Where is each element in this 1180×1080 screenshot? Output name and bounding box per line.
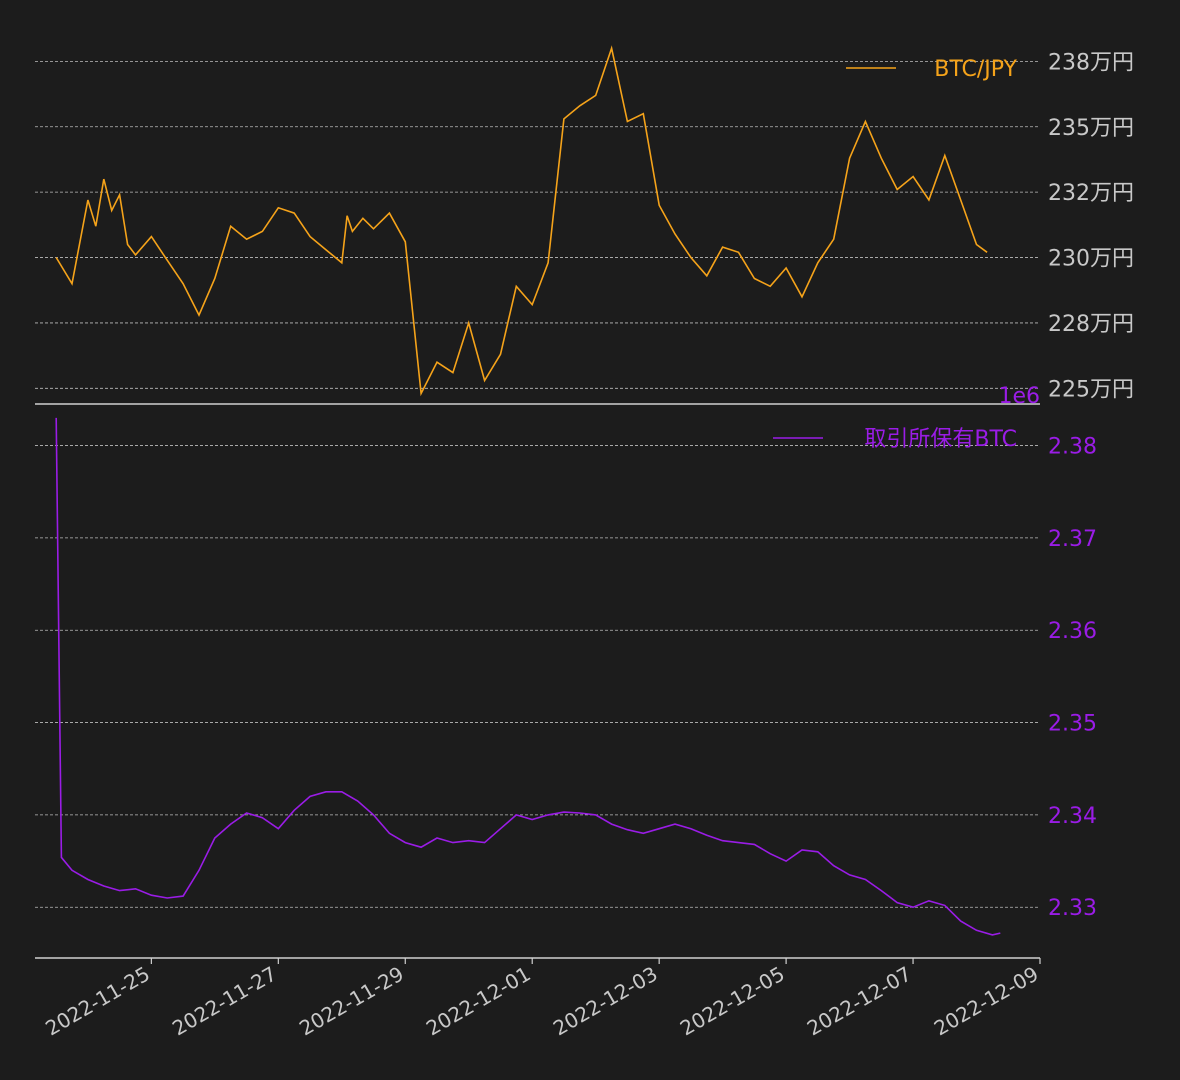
price-y-tick-label: 232万円 xyxy=(1048,181,1134,206)
x-tick-label: 2022-11-27 xyxy=(168,962,281,1041)
holdings-y-tick-label: 2.35 xyxy=(1048,712,1097,737)
holdings-panel: 2.33 2.34 2.35 2.36 2.37 2.38 1e6 取引所保有BTC xyxy=(35,384,1097,936)
holdings-y-tick-label: 2.36 xyxy=(1048,619,1097,644)
price-legend-label: BTC/JPY xyxy=(934,57,1017,82)
holdings-y-axis: 2.33 2.34 2.35 2.36 2.37 2.38 xyxy=(1048,435,1097,922)
holdings-legend: 取引所保有BTC xyxy=(773,427,1017,452)
price-y-tick-label: 235万円 xyxy=(1048,116,1134,141)
exchange-btc-holdings-line xyxy=(55,417,1001,936)
holdings-y-tick-label: 2.38 xyxy=(1048,435,1097,460)
x-tick-label: 2022-12-09 xyxy=(930,962,1043,1041)
price-panel: 225万円 228万円 230万円 232万円 235万円 238万円 BTC/JPY xyxy=(35,45,1134,402)
holdings-legend-label: 取引所保有BTC xyxy=(864,427,1017,452)
holdings-y-tick-label: 2.34 xyxy=(1048,804,1097,829)
x-tick-label: 2022-12-03 xyxy=(549,962,662,1041)
x-tick-label: 2022-12-05 xyxy=(676,962,789,1041)
price-y-tick-label: 228万円 xyxy=(1048,312,1134,337)
holdings-y-tick-label: 2.37 xyxy=(1048,527,1097,552)
x-tick-label: 2022-11-25 xyxy=(41,962,154,1041)
holdings-offset-label: 1e6 xyxy=(998,384,1040,409)
price-gridlines xyxy=(35,60,1040,389)
date-x-axis: 2022-11-25 2022-11-27 2022-11-29 2022-12-01… xyxy=(41,958,1043,1041)
holdings-y-tick-label: 2.33 xyxy=(1048,896,1097,921)
x-tick-label: 2022-12-07 xyxy=(803,962,916,1041)
x-tick-label: 2022-11-29 xyxy=(295,962,408,1041)
holdings-gridlines xyxy=(35,445,1040,908)
price-y-tick-label: 238万円 xyxy=(1048,50,1134,75)
price-y-axis: 225万円 228万円 230万円 232万円 235万円 238万円 xyxy=(1048,50,1134,402)
price-y-tick-label: 230万円 xyxy=(1048,247,1134,272)
x-tick-label: 2022-12-01 xyxy=(422,962,535,1041)
price-legend: BTC/JPY xyxy=(846,57,1018,82)
btc-jpy-price-line xyxy=(55,45,988,397)
price-y-tick-label: 225万円 xyxy=(1048,377,1134,402)
